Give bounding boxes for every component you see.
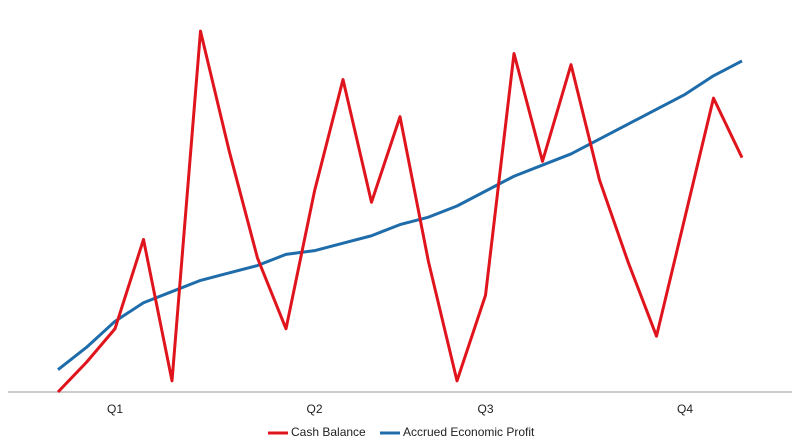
x-tick-label: Q1 <box>107 402 123 416</box>
x-tick-label: Q4 <box>677 402 693 416</box>
line-series <box>57 59 743 371</box>
line-series <box>56 29 744 394</box>
legend-label: Accrued Economic Profit <box>403 425 535 439</box>
x-tick-label: Q2 <box>306 402 322 416</box>
x-tick-label: Q3 <box>477 402 493 416</box>
legend-label: Cash Balance <box>291 425 366 439</box>
